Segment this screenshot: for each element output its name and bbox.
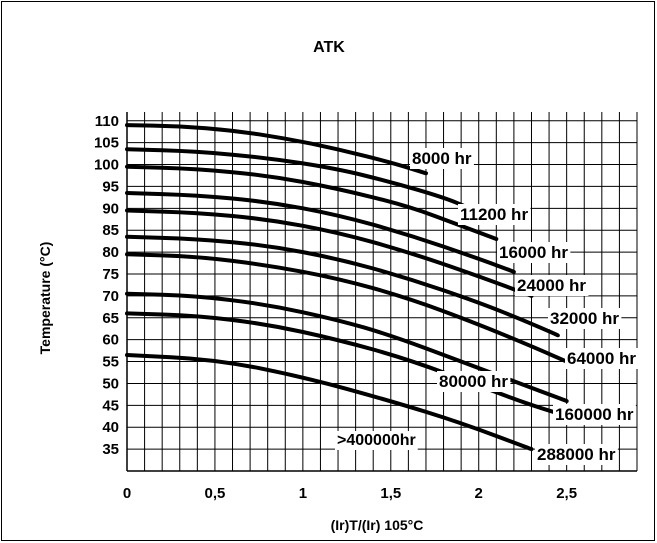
y-tick-label: 60 (102, 332, 119, 349)
curve-label-bg (565, 348, 639, 369)
y-tick-label: 40 (102, 419, 119, 436)
curve-label-bg (410, 148, 474, 169)
series-line (125, 147, 472, 211)
series-line (125, 252, 569, 364)
curve-label-bg (437, 371, 511, 392)
curve-label-bg (553, 404, 636, 425)
y-tick-label: 90 (102, 200, 119, 217)
series-line (125, 291, 569, 403)
x-tick-label: 0 (123, 485, 131, 502)
curve-label-bg (535, 444, 618, 465)
series-line (125, 311, 578, 421)
x-tick-label: 0,5 (205, 485, 226, 502)
curve-label: 80000 hr (439, 372, 508, 391)
x-tick-label: 2 (475, 485, 483, 502)
y-tick-label: 35 (102, 441, 119, 458)
x-axis-label: (Ir)T/(Ir) 105°C (331, 517, 424, 533)
y-tick-label: 105 (94, 135, 119, 152)
curve-label: 24000 hr (517, 276, 586, 295)
y-tick-label: 55 (102, 354, 119, 371)
y-tick-label: 70 (102, 288, 119, 305)
series-line (125, 123, 428, 176)
series-line (125, 208, 534, 298)
curve-label: >400000hr (337, 432, 416, 449)
y-tick-label: 100 (94, 157, 119, 174)
x-tick-label: 1 (299, 485, 307, 502)
curve-label-bg (548, 308, 622, 329)
series-line (125, 164, 499, 241)
chart-title: ATK (313, 39, 345, 56)
curve-labels: 8000 hr 11200 hr 16000 hr 24000 hr 32000 hr 6… (335, 148, 639, 465)
curve-label: 64000 hr (567, 349, 636, 368)
curve-label-bg (458, 204, 531, 225)
y-axis-label: Temperature (°C) (37, 242, 53, 355)
y-tick-label: 85 (102, 222, 119, 239)
series-line (125, 353, 534, 452)
y-tick-label: 65 (102, 310, 119, 327)
curve-label: 11200 hr (460, 205, 528, 224)
series-line (125, 191, 516, 274)
curve-label: 160000 hr (555, 405, 634, 424)
curve-label-bg (515, 275, 589, 296)
curve-label-bg (335, 431, 418, 450)
curve-label-bg (497, 242, 571, 263)
curve-label: 8000 hr (412, 149, 472, 168)
tick-labels: 35 40 45 50 55 60 65 70 75 80 85 90 95 100 105 110 0 0,5 1… (94, 113, 577, 502)
curve-label: 32000 hr (550, 309, 619, 328)
y-tick-label: 45 (102, 397, 119, 414)
x-tick-label: 1,5 (380, 485, 401, 502)
curve-label: 16000 hr (499, 243, 568, 262)
series-line (125, 234, 560, 338)
series-lines (125, 123, 578, 452)
y-tick-label: 80 (102, 244, 119, 261)
x-tick-label: 2,5 (556, 485, 577, 502)
y-tick-label: 75 (102, 266, 119, 283)
y-tick-label: 50 (102, 375, 119, 392)
y-tick-label: 95 (102, 178, 119, 195)
curve-label: 288000 hr (537, 445, 616, 464)
y-tick-label: 110 (95, 113, 119, 130)
